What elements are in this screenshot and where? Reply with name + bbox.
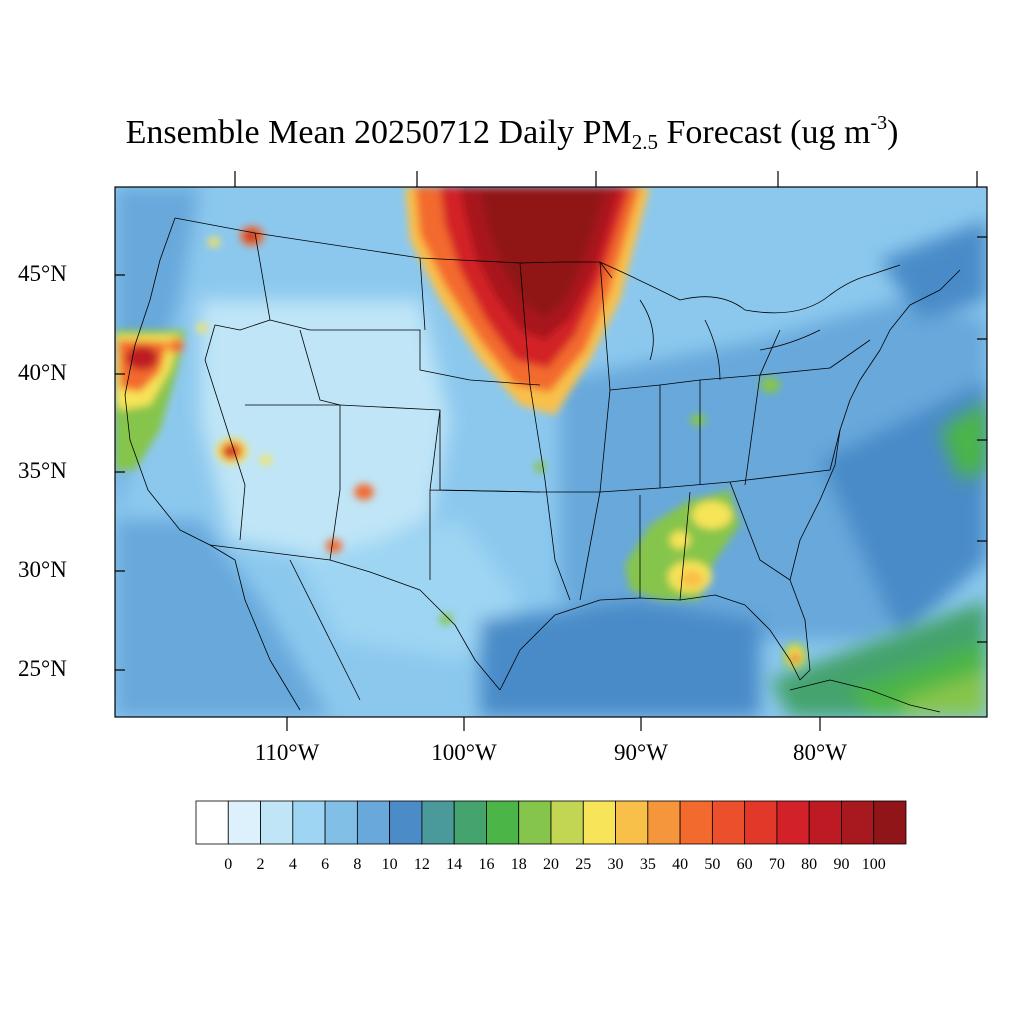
colorbar-swatch — [356, 800, 391, 845]
map-ticks — [115, 171, 987, 731]
lon-label: 80°W — [793, 740, 847, 765]
colorbar-label: 50 — [704, 856, 721, 873]
colorbar-label: 2 — [256, 856, 265, 873]
lon-label: 110°W — [254, 740, 320, 765]
colorbar-label: 35 — [639, 856, 656, 873]
colorbar-swatch — [453, 800, 487, 845]
lat-label: 35°N — [18, 458, 67, 483]
colorbar-swatch — [518, 800, 552, 845]
lat-label: 45°N — [18, 261, 67, 286]
colorbar-swatch — [292, 800, 326, 845]
colorbar-label: 14 — [446, 856, 463, 873]
colorbar-label: 80 — [801, 856, 818, 873]
concentration-field — [115, 187, 987, 717]
colorbar-swatch — [808, 800, 842, 845]
colorbar-swatch — [550, 800, 584, 845]
colorbar — [195, 800, 907, 845]
title-superscript: -3 — [870, 112, 888, 134]
colorbar-swatch — [744, 800, 778, 845]
lon-label: 90°W — [614, 740, 668, 765]
colorbar-label: 70 — [768, 856, 785, 873]
colorbar-swatch — [582, 800, 616, 845]
state-and-coast-outlines — [124, 217, 961, 713]
colorbar-swatch — [195, 800, 229, 845]
colorbar-label: 10 — [381, 856, 398, 873]
lat-label: 30°N — [18, 557, 67, 582]
colorbar-label: 60 — [736, 856, 753, 873]
colorbar-label: 16 — [478, 856, 495, 873]
colorbar-swatch — [260, 800, 294, 845]
colorbar-swatch — [776, 800, 810, 845]
title-text: Ensemble Mean 20250712 Daily PM — [125, 114, 632, 151]
colorbar-label: 100 — [861, 856, 886, 873]
colorbar-swatch — [421, 800, 455, 845]
colorbar-swatch — [873, 800, 907, 845]
colorbar-label: 20 — [543, 856, 559, 873]
colorbar-label: 90 — [833, 856, 850, 873]
colorbar-swatch — [679, 800, 713, 845]
colorbar-swatch — [711, 800, 746, 845]
title-unit-text: Forecast (ug m — [657, 114, 871, 151]
caribbean-plume — [770, 400, 987, 717]
field-shading — [115, 187, 987, 717]
northern-california-fire — [115, 330, 185, 470]
lat-label: 25°N — [18, 656, 67, 681]
colorbar-swatch — [615, 800, 649, 845]
south-florida-fire — [783, 642, 807, 670]
colorbar-label: 4 — [288, 856, 297, 873]
colorbar-swatch — [647, 800, 681, 845]
map-frame — [114, 186, 988, 718]
colorbar-label: 25 — [575, 856, 592, 873]
colorbar-label: 12 — [413, 856, 430, 873]
colorbar-label: 40 — [672, 856, 689, 873]
colorbar-swatch — [324, 800, 358, 845]
colorbar-swatch — [841, 800, 875, 845]
title-close: ) — [887, 114, 899, 151]
lat-label: 40°N — [18, 360, 67, 385]
colorbar-label: 0 — [224, 856, 233, 873]
canada-smoke-plume — [405, 187, 650, 415]
colorbar-label: 6 — [321, 856, 330, 873]
colorbar-label: 30 — [607, 856, 624, 873]
colorbar-swatch — [486, 800, 520, 845]
lon-label: 100°W — [431, 740, 497, 765]
colorbar-label: 18 — [510, 856, 527, 873]
title-subscript: 2.5 — [631, 130, 658, 154]
colorbar-swatch — [227, 800, 261, 845]
colorbar-swatch — [389, 800, 423, 845]
colorbar-label: 8 — [353, 856, 362, 873]
figure-title: Ensemble Mean 20250712 Daily PM2.5 Forec… — [0, 112, 1024, 155]
